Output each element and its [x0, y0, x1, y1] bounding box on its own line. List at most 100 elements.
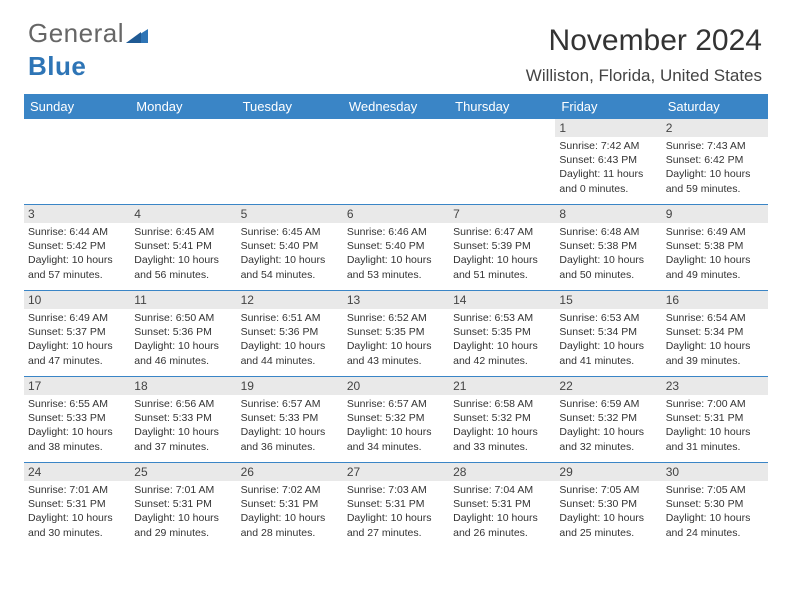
- day-details: Sunrise: 6:46 AMSunset: 5:40 PMDaylight:…: [343, 223, 449, 286]
- day-number: 28: [449, 463, 555, 481]
- day-details: [343, 123, 449, 129]
- logo-triangle-icon: [126, 20, 148, 51]
- day-details: Sunrise: 6:48 AMSunset: 5:38 PMDaylight:…: [555, 223, 661, 286]
- day-details: Sunrise: 7:42 AMSunset: 6:43 PMDaylight:…: [555, 137, 661, 200]
- sunset-text: Sunset: 5:41 PM: [134, 239, 232, 253]
- sunrise-text: Sunrise: 7:05 AM: [559, 483, 657, 497]
- sunset-text: Sunset: 5:34 PM: [666, 325, 764, 339]
- day-details: [130, 123, 236, 129]
- sunset-text: Sunset: 5:35 PM: [453, 325, 551, 339]
- sunset-text: Sunset: 6:43 PM: [559, 153, 657, 167]
- calendar-cell: 6Sunrise: 6:46 AMSunset: 5:40 PMDaylight…: [343, 205, 449, 291]
- weekday-header: Monday: [130, 95, 236, 119]
- logo: General Blue: [28, 18, 148, 82]
- sunset-text: Sunset: 5:36 PM: [134, 325, 232, 339]
- daylight-text: Daylight: 10 hours and 27 minutes.: [347, 511, 445, 539]
- calendar-cell: 26Sunrise: 7:02 AMSunset: 5:31 PMDayligh…: [237, 463, 343, 549]
- sunset-text: Sunset: 5:30 PM: [559, 497, 657, 511]
- day-details: Sunrise: 7:43 AMSunset: 6:42 PMDaylight:…: [662, 137, 768, 200]
- sunrise-text: Sunrise: 6:57 AM: [241, 397, 339, 411]
- sunrise-text: Sunrise: 6:49 AM: [666, 225, 764, 239]
- calendar-cell: 3Sunrise: 6:44 AMSunset: 5:42 PMDaylight…: [24, 205, 130, 291]
- daylight-text: Daylight: 10 hours and 44 minutes.: [241, 339, 339, 367]
- day-details: Sunrise: 7:00 AMSunset: 5:31 PMDaylight:…: [662, 395, 768, 458]
- sunset-text: Sunset: 5:31 PM: [241, 497, 339, 511]
- day-details: Sunrise: 7:05 AMSunset: 5:30 PMDaylight:…: [555, 481, 661, 544]
- sunset-text: Sunset: 5:31 PM: [666, 411, 764, 425]
- day-number: 20: [343, 377, 449, 395]
- calendar-cell: 30Sunrise: 7:05 AMSunset: 5:30 PMDayligh…: [662, 463, 768, 549]
- calendar-cell: 19Sunrise: 6:57 AMSunset: 5:33 PMDayligh…: [237, 377, 343, 463]
- day-details: [449, 123, 555, 129]
- sunset-text: Sunset: 5:35 PM: [347, 325, 445, 339]
- calendar-cell: 14Sunrise: 6:53 AMSunset: 5:35 PMDayligh…: [449, 291, 555, 377]
- logo-text-general: General: [28, 18, 124, 48]
- daylight-text: Daylight: 10 hours and 50 minutes.: [559, 253, 657, 281]
- day-details: [24, 123, 130, 129]
- day-details: Sunrise: 6:45 AMSunset: 5:40 PMDaylight:…: [237, 223, 343, 286]
- day-details: Sunrise: 6:45 AMSunset: 5:41 PMDaylight:…: [130, 223, 236, 286]
- calendar-cell: 11Sunrise: 6:50 AMSunset: 5:36 PMDayligh…: [130, 291, 236, 377]
- sunrise-text: Sunrise: 6:54 AM: [666, 311, 764, 325]
- weekday-header: Wednesday: [343, 95, 449, 119]
- day-details: Sunrise: 6:50 AMSunset: 5:36 PMDaylight:…: [130, 309, 236, 372]
- calendar-cell: 28Sunrise: 7:04 AMSunset: 5:31 PMDayligh…: [449, 463, 555, 549]
- sunset-text: Sunset: 5:40 PM: [347, 239, 445, 253]
- day-details: Sunrise: 6:52 AMSunset: 5:35 PMDaylight:…: [343, 309, 449, 372]
- daylight-text: Daylight: 10 hours and 39 minutes.: [666, 339, 764, 367]
- sunrise-text: Sunrise: 6:57 AM: [347, 397, 445, 411]
- weekday-header: Thursday: [449, 95, 555, 119]
- day-number: 15: [555, 291, 661, 309]
- day-number: 26: [237, 463, 343, 481]
- day-number: 1: [555, 119, 661, 137]
- day-number: 13: [343, 291, 449, 309]
- sunrise-text: Sunrise: 7:03 AM: [347, 483, 445, 497]
- day-number: 22: [555, 377, 661, 395]
- day-details: Sunrise: 6:44 AMSunset: 5:42 PMDaylight:…: [24, 223, 130, 286]
- sunset-text: Sunset: 5:40 PM: [241, 239, 339, 253]
- calendar-table: Sunday Monday Tuesday Wednesday Thursday…: [24, 94, 768, 549]
- sunrise-text: Sunrise: 6:52 AM: [347, 311, 445, 325]
- calendar-cell: 15Sunrise: 6:53 AMSunset: 5:34 PMDayligh…: [555, 291, 661, 377]
- sunrise-text: Sunrise: 7:01 AM: [28, 483, 126, 497]
- calendar-cell: [24, 119, 130, 205]
- daylight-text: Daylight: 10 hours and 56 minutes.: [134, 253, 232, 281]
- daylight-text: Daylight: 10 hours and 33 minutes.: [453, 425, 551, 453]
- sunrise-text: Sunrise: 7:01 AM: [134, 483, 232, 497]
- day-details: Sunrise: 6:57 AMSunset: 5:33 PMDaylight:…: [237, 395, 343, 458]
- daylight-text: Daylight: 10 hours and 53 minutes.: [347, 253, 445, 281]
- day-details: Sunrise: 6:59 AMSunset: 5:32 PMDaylight:…: [555, 395, 661, 458]
- day-details: Sunrise: 7:03 AMSunset: 5:31 PMDaylight:…: [343, 481, 449, 544]
- sunset-text: Sunset: 5:33 PM: [134, 411, 232, 425]
- daylight-text: Daylight: 10 hours and 57 minutes.: [28, 253, 126, 281]
- calendar-cell: 18Sunrise: 6:56 AMSunset: 5:33 PMDayligh…: [130, 377, 236, 463]
- calendar-row: 1Sunrise: 7:42 AMSunset: 6:43 PMDaylight…: [24, 119, 768, 205]
- calendar-cell: 8Sunrise: 6:48 AMSunset: 5:38 PMDaylight…: [555, 205, 661, 291]
- calendar-row: 3Sunrise: 6:44 AMSunset: 5:42 PMDaylight…: [24, 205, 768, 291]
- calendar-cell: 22Sunrise: 6:59 AMSunset: 5:32 PMDayligh…: [555, 377, 661, 463]
- day-number: 25: [130, 463, 236, 481]
- sunrise-text: Sunrise: 6:47 AM: [453, 225, 551, 239]
- daylight-text: Daylight: 10 hours and 34 minutes.: [347, 425, 445, 453]
- day-number: 2: [662, 119, 768, 137]
- calendar-cell: 4Sunrise: 6:45 AMSunset: 5:41 PMDaylight…: [130, 205, 236, 291]
- sunrise-text: Sunrise: 6:45 AM: [134, 225, 232, 239]
- sunrise-text: Sunrise: 7:04 AM: [453, 483, 551, 497]
- calendar-cell: [130, 119, 236, 205]
- day-details: Sunrise: 7:01 AMSunset: 5:31 PMDaylight:…: [24, 481, 130, 544]
- daylight-text: Daylight: 10 hours and 32 minutes.: [559, 425, 657, 453]
- daylight-text: Daylight: 10 hours and 25 minutes.: [559, 511, 657, 539]
- calendar-cell: 25Sunrise: 7:01 AMSunset: 5:31 PMDayligh…: [130, 463, 236, 549]
- day-number: 19: [237, 377, 343, 395]
- logo-text-blue: Blue: [28, 51, 86, 81]
- day-details: Sunrise: 7:05 AMSunset: 5:30 PMDaylight:…: [662, 481, 768, 544]
- calendar-cell: 7Sunrise: 6:47 AMSunset: 5:39 PMDaylight…: [449, 205, 555, 291]
- weekday-header: Tuesday: [237, 95, 343, 119]
- sunrise-text: Sunrise: 6:51 AM: [241, 311, 339, 325]
- sunset-text: Sunset: 5:38 PM: [559, 239, 657, 253]
- day-number: 8: [555, 205, 661, 223]
- sunset-text: Sunset: 6:42 PM: [666, 153, 764, 167]
- day-number: 18: [130, 377, 236, 395]
- calendar-cell: 2Sunrise: 7:43 AMSunset: 6:42 PMDaylight…: [662, 119, 768, 205]
- sunset-text: Sunset: 5:42 PM: [28, 239, 126, 253]
